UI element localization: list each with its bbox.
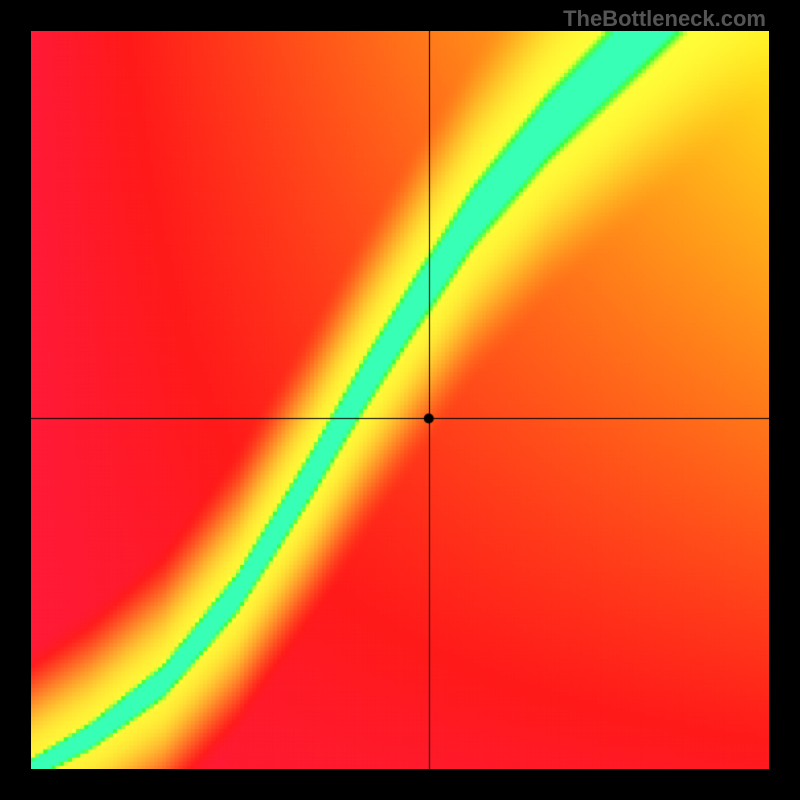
bottleneck-heatmap bbox=[31, 31, 769, 769]
chart-container: TheBottleneck.com bbox=[0, 0, 800, 800]
watermark-text: TheBottleneck.com bbox=[563, 6, 766, 32]
